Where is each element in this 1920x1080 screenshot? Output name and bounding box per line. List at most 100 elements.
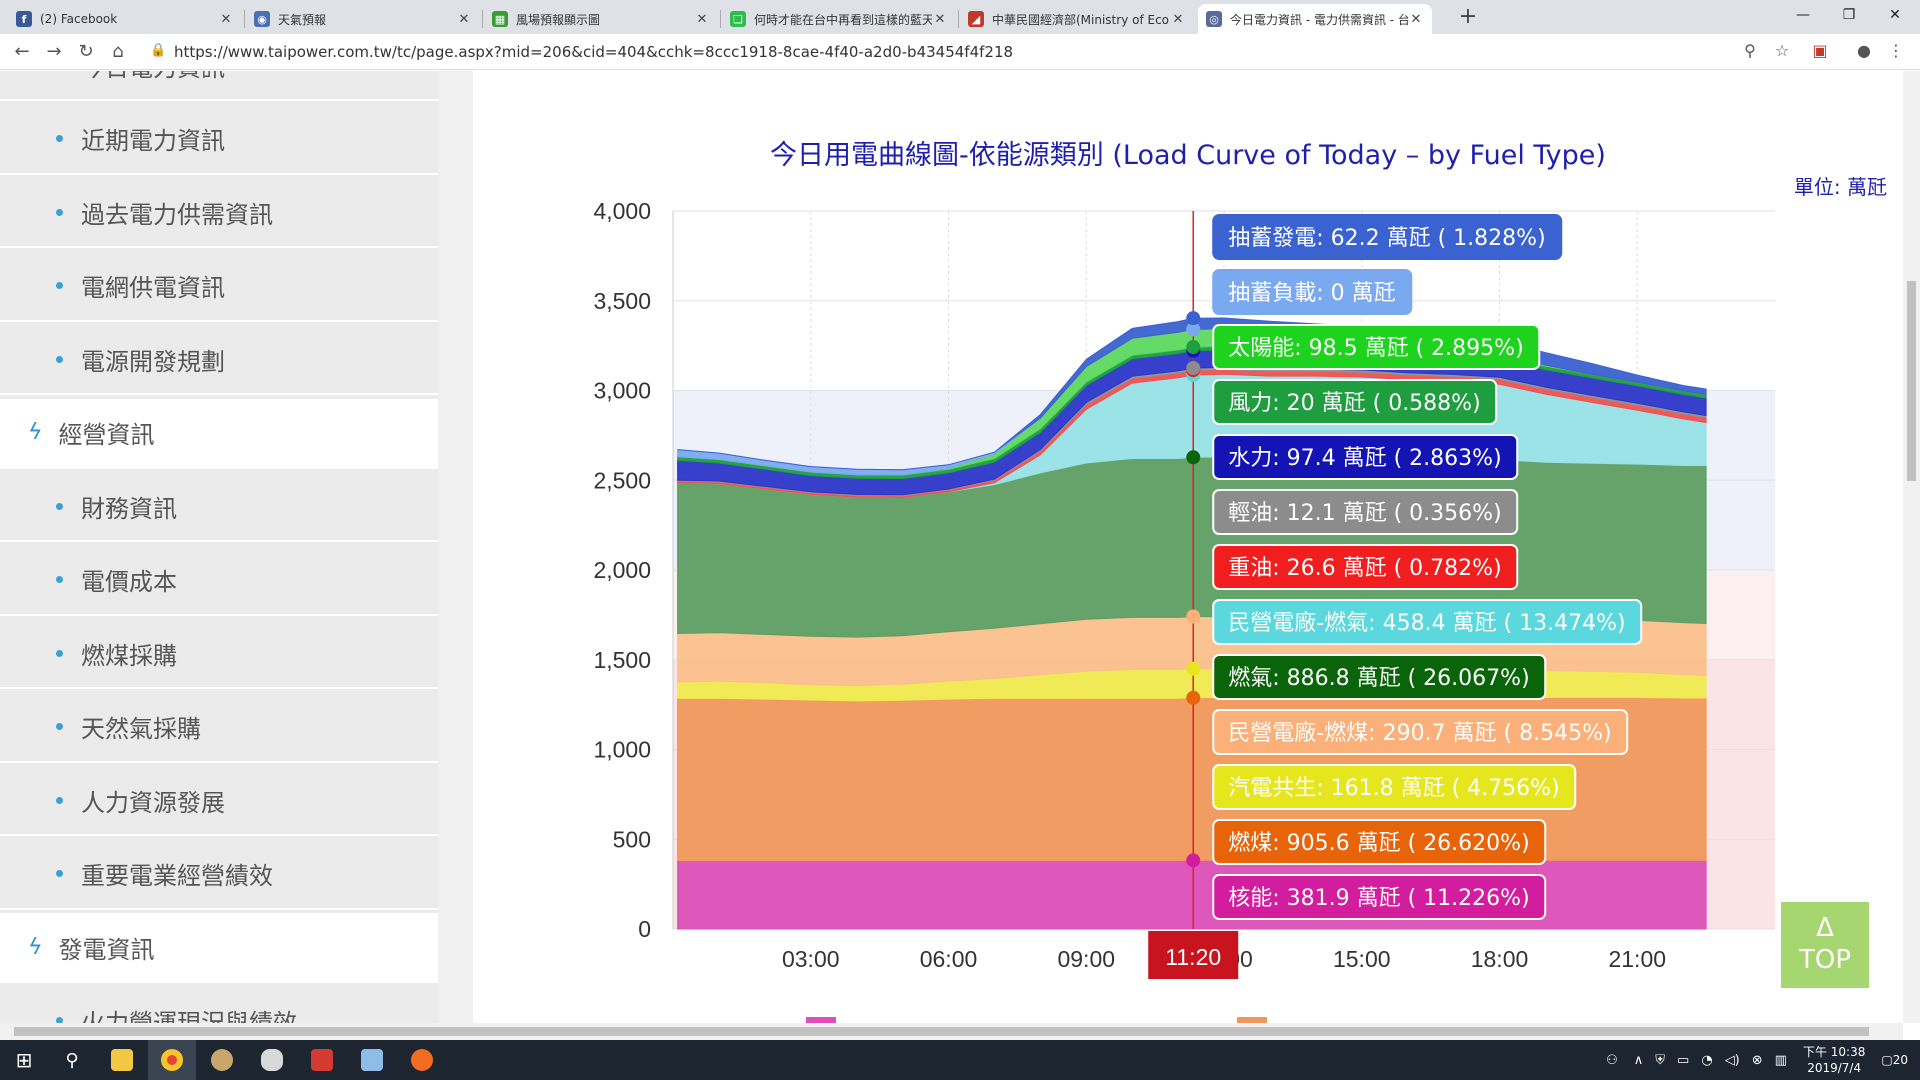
sidebar-item[interactable]: 近期電力資訊 bbox=[0, 105, 438, 175]
shield-icon[interactable]: ⛨ bbox=[1655, 1052, 1666, 1068]
extension-icon[interactable]: ▣ bbox=[1812, 41, 1828, 60]
tab-close-icon[interactable]: ✕ bbox=[1410, 11, 1422, 27]
keyboard-icon[interactable]: ▥ bbox=[1774, 1052, 1787, 1068]
y-tick-label: 1,500 bbox=[593, 647, 651, 673]
eye-icon: ◉ bbox=[254, 11, 270, 27]
back-arrow-icon[interactable]: ← bbox=[14, 41, 30, 62]
sidebar-item[interactable]: 火力營運現況與績效 bbox=[0, 987, 438, 1023]
sidebar-item[interactable]: 電源開發規劃 bbox=[0, 325, 438, 395]
wifi-icon[interactable]: ◔ bbox=[1701, 1052, 1713, 1068]
horizontal-scrollbar[interactable] bbox=[0, 1023, 1903, 1040]
bullet-icon bbox=[56, 135, 63, 142]
windows-start-icon[interactable]: ⊞ bbox=[15, 1048, 33, 1072]
app-rabbit-icon[interactable] bbox=[198, 1040, 246, 1080]
clock[interactable]: 下午 10:38 2019/7/4 bbox=[1803, 1044, 1865, 1076]
maximize-icon[interactable]: ❐ bbox=[1842, 7, 1856, 23]
tooltip-entry-box bbox=[1212, 324, 1541, 370]
sidebar-item-label: 經營資訊 bbox=[58, 421, 155, 449]
horizontal-scroll-thumb[interactable] bbox=[14, 1027, 1869, 1036]
new-tab-plus-icon[interactable]: + bbox=[1458, 4, 1478, 29]
zoom-icon[interactable]: ⚲ bbox=[1744, 41, 1756, 60]
browser-tab[interactable]: ◉ 天氣預報 ✕ bbox=[246, 4, 480, 34]
tab-separator bbox=[720, 10, 721, 28]
browser-tab[interactable]: ◢ 中華民國經濟部(Ministry of Eco ✕ bbox=[960, 4, 1194, 34]
y-tick-label: 4,000 bbox=[593, 198, 651, 224]
tooltip-entry-label: 風力: 20 萬瓩 ( 0.588%) bbox=[1228, 391, 1480, 416]
notification-center-icon[interactable]: ▢20 bbox=[1881, 1053, 1908, 1067]
cursor-marker bbox=[1186, 690, 1201, 705]
map-icon: ▦ bbox=[492, 11, 508, 27]
sidebar-item-label: 財務資訊 bbox=[81, 494, 177, 523]
back-to-top-button[interactable]: Δ TOP bbox=[1781, 902, 1869, 988]
bullet-icon bbox=[56, 502, 63, 510]
tooltip-entry-label: 核能: 381.9 萬瓩 ( 11.226%) bbox=[1228, 886, 1529, 911]
browser-tab[interactable]: ❑ 何時才能在台中再看到這樣的藍天 ✕ bbox=[722, 4, 956, 34]
sidebar-item-label: 今日電力資訊 bbox=[81, 71, 225, 83]
tab-title: 中華民國經濟部(Ministry of Eco bbox=[992, 12, 1170, 27]
sidebar-category[interactable]: ϟ 發電資訊 bbox=[0, 913, 438, 983]
bookmark-star-icon[interactable]: ☆ bbox=[1774, 41, 1790, 60]
sidebar-item[interactable]: 燃煤採購 bbox=[0, 619, 438, 689]
sidebar-item[interactable]: 電價成本 bbox=[0, 546, 438, 616]
sidebar-item[interactable]: 財務資訊 bbox=[0, 472, 438, 542]
reload-icon[interactable]: ↻ bbox=[78, 41, 94, 62]
tab-close-icon[interactable]: ✕ bbox=[220, 11, 232, 27]
sidebar-item[interactable]: 今日電力資訊 bbox=[0, 71, 438, 101]
tooltip-entry-label: 燃煤: 905.6 萬瓩 ( 26.620%) bbox=[1228, 831, 1529, 856]
tooltip-entry-label: 民營電廠-燃煤: 290.7 萬瓩 ( 8.545%) bbox=[1228, 721, 1611, 746]
clock-time: 下午 10:38 bbox=[1802, 1045, 1866, 1059]
cursor-time-label: 11:20 bbox=[1165, 944, 1221, 970]
sidebar-item-label: 電價成本 bbox=[81, 568, 177, 596]
window-close-icon[interactable]: ✕ bbox=[1889, 7, 1901, 23]
sidebar-item[interactable]: 天然氣採購 bbox=[0, 693, 438, 763]
up-arrow-icon: Δ bbox=[1816, 913, 1834, 943]
load-curve-chart[interactable]: 0 500 1,000 1,500 2,000 2,500 3,000 3,500 4,000 0… bbox=[473, 71, 1903, 1023]
app-red-icon[interactable] bbox=[298, 1040, 346, 1080]
sidebar-category[interactable]: ϟ 經營資訊 bbox=[0, 398, 438, 469]
browser-toolbar: ← → ↻ ⌂ 🔒 https://www.taipower.com.tw/tc… bbox=[0, 34, 1920, 70]
menu-kebab-icon[interactable]: ⋮ bbox=[1888, 41, 1904, 60]
tray-chevron-up-icon[interactable]: ∧ bbox=[1633, 1052, 1644, 1068]
firefox-icon[interactable] bbox=[398, 1040, 446, 1080]
search-icon[interactable]: ⚲ bbox=[65, 1049, 79, 1071]
tab-close-icon[interactable]: ✕ bbox=[696, 11, 708, 27]
vertical-scrollbar[interactable] bbox=[1903, 71, 1920, 1023]
home-icon[interactable]: ⌂ bbox=[112, 41, 124, 62]
app-cloud-icon[interactable] bbox=[248, 1040, 296, 1080]
people-icon[interactable]: ⚇ bbox=[1606, 1052, 1618, 1068]
sidebar-item[interactable]: 人力資源發展 bbox=[0, 766, 438, 836]
forward-arrow-icon[interactable]: → bbox=[46, 41, 62, 62]
tooltip-entry-box bbox=[1212, 214, 1563, 260]
browser-tab[interactable]: f (2) Facebook ✕ bbox=[8, 4, 242, 34]
tab-close-icon[interactable]: ✕ bbox=[934, 11, 946, 27]
ime-icon[interactable]: ⊗ bbox=[1751, 1052, 1763, 1068]
area-series-12[interactable] bbox=[677, 317, 1707, 471]
browser-tab[interactable]: ▦ 風場預報顯示圖 ✕ bbox=[484, 4, 718, 34]
chrome-icon[interactable] bbox=[148, 1040, 196, 1080]
moea-icon: ◢ bbox=[968, 11, 984, 27]
tooltip-entry-label: 太陽能: 98.5 萬瓩 ( 2.895%) bbox=[1228, 336, 1523, 361]
address-bar[interactable]: 🔒 https://www.taipower.com.tw/tc/page.as… bbox=[140, 39, 1760, 65]
area-series-0[interactable] bbox=[677, 859, 1707, 930]
tooltip-entry-label: 抽蓄負載: 0 萬瓩 bbox=[1228, 281, 1395, 306]
browser-tab[interactable]: ◎ 今日電力資訊 - 電力供需資訊 - 台 ✕ bbox=[1198, 4, 1432, 34]
sidebar-item-label: 過去電力供需資訊 bbox=[81, 200, 273, 229]
tab-close-icon[interactable]: ✕ bbox=[458, 11, 470, 27]
x-tick-label: 21:00 bbox=[1608, 946, 1666, 972]
legend-swatch[interactable] bbox=[806, 1017, 836, 1023]
legend-swatch[interactable] bbox=[1237, 1017, 1267, 1023]
battery-icon[interactable]: ▭ bbox=[1677, 1052, 1690, 1068]
file-explorer-icon[interactable] bbox=[98, 1040, 146, 1080]
tooltip-entry-label: 燃氣: 886.8 萬瓩 ( 26.067%) bbox=[1228, 666, 1529, 691]
sidebar-item[interactable]: 過去電力供需資訊 bbox=[0, 178, 438, 248]
profile-avatar-icon[interactable]: ● bbox=[1857, 41, 1871, 60]
sidebar-item[interactable]: 重要電業經營績效 bbox=[0, 840, 438, 910]
sidebar-item[interactable]: 電網供電資訊 bbox=[0, 252, 438, 322]
volume-icon[interactable]: ◁) bbox=[1724, 1052, 1740, 1068]
minimize-icon[interactable]: — bbox=[1796, 7, 1810, 23]
app-notepad-icon[interactable] bbox=[348, 1040, 396, 1080]
y-tick-label: 3,500 bbox=[593, 288, 651, 314]
tooltip-entry-box bbox=[1212, 654, 1547, 700]
vertical-scroll-thumb[interactable] bbox=[1907, 281, 1916, 481]
tab-close-icon[interactable]: ✕ bbox=[1172, 11, 1184, 27]
